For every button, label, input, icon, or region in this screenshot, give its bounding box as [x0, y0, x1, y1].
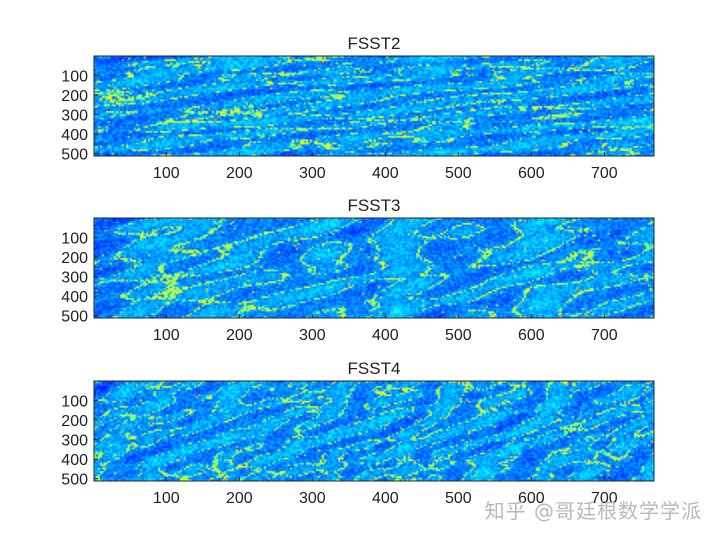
y-tick-label: 500	[61, 309, 88, 326]
y-tick-label: 300	[61, 108, 88, 125]
x-tick-label: 300	[299, 165, 326, 182]
x-tick-label: 600	[518, 165, 545, 182]
x-tick-label: 500	[445, 490, 472, 507]
x-tick-label: 200	[226, 327, 253, 344]
x-tick-label: 400	[372, 327, 399, 344]
x-tick-label: 100	[153, 490, 180, 507]
x-tick-label: 600	[518, 490, 545, 507]
x-tick-label: 500	[445, 165, 472, 182]
chart-title: FSST4	[348, 359, 401, 378]
x-tick-label: 300	[299, 327, 326, 344]
x-tick-label: 600	[518, 327, 545, 344]
y-tick-label: 200	[61, 250, 88, 267]
y-tick-label: 100	[61, 68, 88, 85]
y-tick-label: 200	[61, 88, 88, 105]
chart-title: FSST3	[348, 196, 401, 215]
x-tick-label: 400	[372, 490, 399, 507]
x-tick-label: 300	[299, 490, 326, 507]
heatmap-image	[94, 218, 654, 318]
y-tick-label: 500	[61, 472, 88, 489]
x-tick-label: 100	[153, 165, 180, 182]
chart-panel-2: FSST3 100 200 300 400 500 600 700 100 200 300 400 50…	[61, 196, 655, 344]
y-tick-label: 300	[61, 270, 88, 287]
x-tick-label: 400	[372, 165, 399, 182]
heatmap-image	[94, 56, 654, 156]
y-tick-label: 400	[61, 127, 88, 144]
x-tick-label: 100	[153, 327, 180, 344]
x-tick-label: 500	[445, 327, 472, 344]
x-tick-label: 700	[591, 165, 618, 182]
x-tick-label: 200	[226, 490, 253, 507]
chart-title: FSST2	[348, 34, 401, 53]
y-tick-label: 400	[61, 452, 88, 469]
watermark: 知乎 @哥廷根数学学派	[484, 499, 702, 523]
axes-frame	[93, 55, 655, 157]
y-tick-label: 400	[61, 289, 88, 306]
axes-frame	[93, 380, 655, 482]
chart-panel-3: FSST4 100 200 300 400 500 600 700 100 200 300 400 50…	[61, 359, 655, 507]
heatmap-image	[94, 381, 654, 481]
y-tick-label: 100	[61, 393, 88, 410]
x-tick-label: 700	[591, 490, 618, 507]
chart-panel-1: FSST2 100 200 300 400 500 600 700 100 200 300 400 50…	[61, 34, 655, 182]
x-tick-label: 700	[591, 327, 618, 344]
axes-frame	[93, 217, 655, 319]
y-tick-label: 100	[61, 230, 88, 247]
y-tick-label: 300	[61, 433, 88, 450]
y-tick-label: 200	[61, 413, 88, 430]
x-tick-label: 200	[226, 165, 253, 182]
y-tick-label: 500	[61, 147, 88, 164]
